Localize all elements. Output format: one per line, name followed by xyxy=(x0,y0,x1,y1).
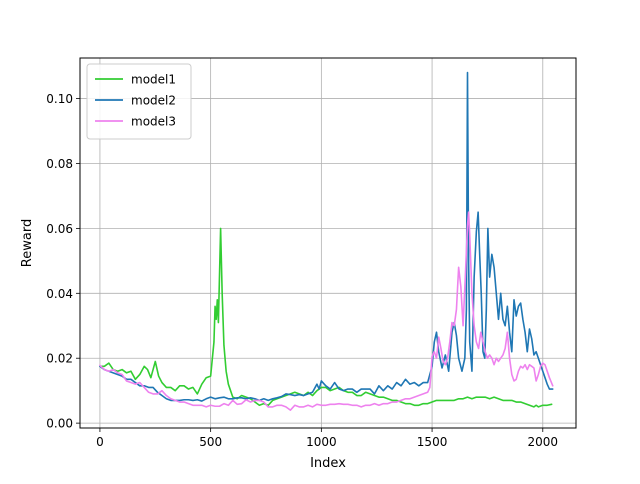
y-tick-label: 0.08 xyxy=(46,157,73,171)
x-tick-label: 1000 xyxy=(306,435,337,449)
series-line-model2 xyxy=(99,71,554,402)
y-tick-label: 0.06 xyxy=(46,222,73,236)
x-tick-label: 1500 xyxy=(417,435,448,449)
y-tick-label: 0.04 xyxy=(46,287,73,301)
x-axis-label: Index xyxy=(310,456,346,471)
x-tick-label: 0 xyxy=(96,435,104,449)
y-axis: 0.00 0.02 0.04 0.06 0.08 0.10 xyxy=(46,92,80,431)
legend: model1 model2 model3 xyxy=(86,63,192,140)
legend-label-model3: model3 xyxy=(131,115,176,129)
axes-frame xyxy=(79,57,577,429)
x-tick-label: 2000 xyxy=(528,435,559,449)
y-tick-label: 0.00 xyxy=(46,417,73,431)
y-tick-label: 0.10 xyxy=(46,92,73,106)
x-axis: 0 500 1000 1500 2000 xyxy=(96,428,558,449)
legend-label-model1: model1 xyxy=(131,73,176,87)
series-line-model3 xyxy=(99,211,554,411)
series-line-model1 xyxy=(99,227,553,408)
legend-label-model2: model2 xyxy=(131,94,176,108)
y-tick-label: 0.02 xyxy=(46,352,73,366)
x-tick-label: 500 xyxy=(199,435,222,449)
grid-lines xyxy=(80,58,576,428)
y-axis-label: Reward xyxy=(20,219,35,267)
series-layer xyxy=(99,71,554,411)
